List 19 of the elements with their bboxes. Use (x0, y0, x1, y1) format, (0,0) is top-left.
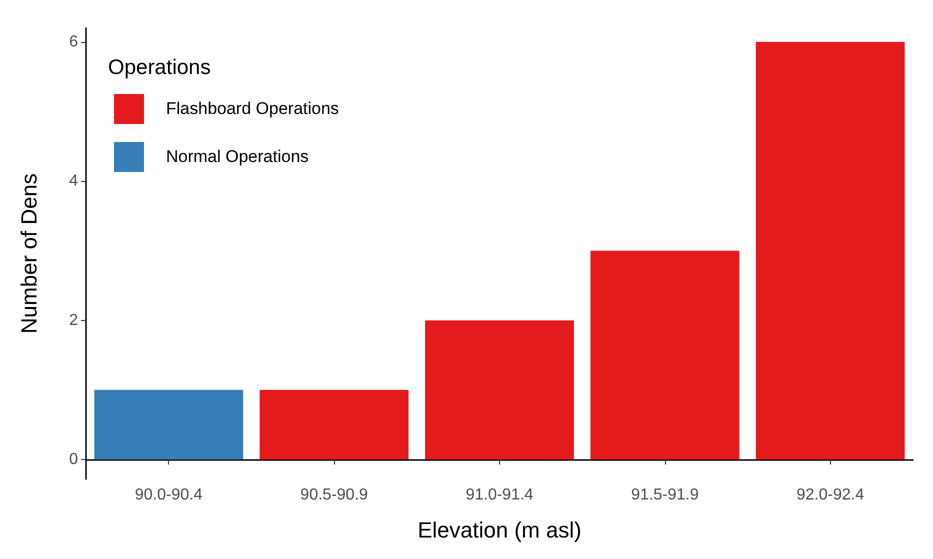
x-tick-label: 92.0-92.4 (796, 486, 864, 504)
x-tick-label: 90.5-90.9 (300, 486, 368, 504)
y-tick-label: 6 (69, 33, 78, 50)
bar (94, 390, 244, 460)
x-tick-label: 91.0-91.4 (466, 486, 534, 504)
bar (590, 250, 740, 460)
legend-label: Normal Operations (166, 147, 309, 167)
bar (425, 320, 574, 460)
bar (260, 390, 409, 460)
y-tick-label: 4 (69, 172, 78, 190)
bar (756, 42, 905, 460)
y-axis-title: Number of Dens (16, 173, 42, 334)
x-tick-label: 90.0-90.4 (134, 486, 203, 504)
x-tick-label: 91.5-91.9 (631, 486, 699, 504)
y-tick-label: 2 (69, 312, 78, 329)
y-tick-label: 0 (69, 451, 78, 468)
legend-title: Operations (108, 56, 212, 80)
x-axis-title: Elevation (m asl) (418, 518, 582, 542)
legend-label: Flashboard Operations (166, 99, 339, 119)
